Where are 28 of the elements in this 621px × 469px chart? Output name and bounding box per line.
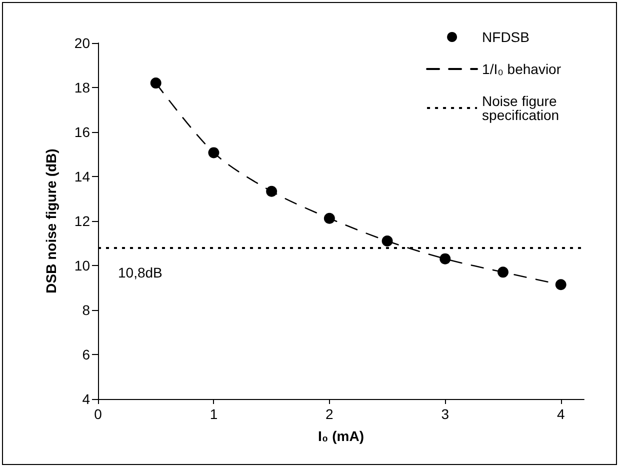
y-axis-title: DSB noise figure (dB) xyxy=(43,148,59,294)
point xyxy=(266,186,278,197)
point xyxy=(498,266,508,278)
y-tick-label: 8 xyxy=(82,302,90,318)
y-tick-label: 6 xyxy=(82,346,90,362)
x-tick-label: 2 xyxy=(326,406,334,422)
annotation: Noise figure specification xyxy=(482,93,561,123)
legend-label: NFDSB xyxy=(482,29,530,45)
y-tick-label: 20 xyxy=(74,35,90,51)
y-tick-label: 14 xyxy=(74,168,90,184)
y-tick-label: 10 xyxy=(74,258,90,274)
x-tick-label: 1 xyxy=(210,406,218,422)
y-tick-label: 12 xyxy=(74,213,90,229)
x-axis-title: I₀ (mA) xyxy=(318,428,364,444)
point xyxy=(382,236,393,247)
y-tick-label: 18 xyxy=(74,80,90,96)
y-tick-label: 4 xyxy=(82,391,90,407)
point xyxy=(555,279,566,290)
x-tick-label: 3 xyxy=(441,406,450,422)
point xyxy=(324,212,335,224)
point xyxy=(150,78,162,89)
ref-line-label: 10,8dB xyxy=(118,264,162,281)
point xyxy=(208,147,220,158)
x-tick-label: 0 xyxy=(94,406,102,422)
point xyxy=(440,253,451,264)
x-tick-label: 4 xyxy=(556,406,565,422)
y-tick-label: 16 xyxy=(74,124,90,140)
legend-label: 1/I₀ behavior xyxy=(482,61,562,77)
